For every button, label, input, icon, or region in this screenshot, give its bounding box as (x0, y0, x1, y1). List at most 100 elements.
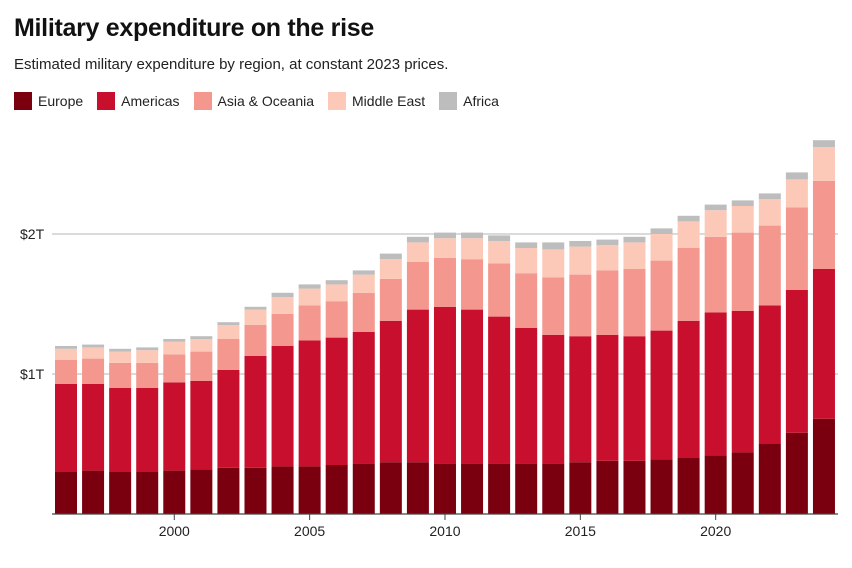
legend-label-asia-oceania: Asia & Oceania (217, 93, 315, 109)
bar-segment-middle-east-2024 (812, 147, 835, 181)
bar-segment-europe-2002 (217, 467, 240, 514)
bar-segment-americas-1998 (109, 388, 132, 472)
bar-segment-europe-2004 (271, 466, 294, 514)
chart-subtitle: Estimated military expenditure by region… (14, 56, 449, 73)
bar-segment-americas-2008 (379, 320, 402, 463)
bar-segment-asia-oceania-2015 (569, 274, 592, 337)
bar-segment-africa-2016 (596, 239, 619, 246)
bar-segment-europe-2006 (325, 465, 348, 514)
bar-segment-africa-1998 (109, 348, 132, 352)
bar-segment-asia-oceania-2004 (271, 313, 294, 346)
bar-segment-africa-2020 (704, 204, 727, 211)
bar-segment-africa-2005 (298, 284, 321, 289)
bar-segment-asia-oceania-2012 (488, 263, 511, 317)
bar-segment-africa-1997 (82, 344, 105, 348)
bar-segment-africa-2011 (461, 232, 484, 239)
x-tick-label: 2000 (159, 523, 190, 539)
bar-segment-middle-east-2012 (488, 241, 511, 264)
x-tick-label: 2010 (429, 523, 460, 539)
bar-segment-americas-2009 (406, 309, 429, 463)
bar-segment-americas-2016 (596, 334, 619, 461)
bar-segment-europe-2019 (677, 458, 700, 514)
bar-segment-europe-2021 (731, 452, 754, 514)
bar-segment-asia-oceania-2023 (785, 207, 808, 290)
y-tick-label: $1T (20, 366, 45, 382)
bar-segment-europe-2014 (542, 463, 565, 514)
bar-segment-americas-2024 (812, 269, 835, 419)
bar-segment-africa-2013 (515, 242, 538, 248)
bar-segment-asia-oceania-2013 (515, 273, 538, 328)
legend-swatch-africa (439, 92, 458, 110)
bar-segment-americas-1999 (136, 388, 159, 472)
legend-item-africa: Africa (439, 92, 499, 110)
bar-segment-africa-2019 (677, 215, 700, 222)
bar-segment-middle-east-1997 (82, 347, 105, 359)
bar-segment-middle-east-2020 (704, 210, 727, 237)
bar-segment-middle-east-2010 (433, 238, 456, 258)
bar-segment-africa-2023 (785, 172, 808, 180)
bar-segment-middle-east-1996 (55, 348, 77, 360)
bar-segment-africa-2002 (217, 322, 240, 325)
bar-segment-europe-2023 (785, 432, 808, 514)
bar-segment-europe-2010 (433, 463, 456, 514)
bar-segment-africa-1996 (55, 346, 77, 349)
bar-segment-africa-2004 (271, 292, 294, 297)
bar-segment-americas-2021 (731, 311, 754, 453)
bar-segment-asia-oceania-2011 (461, 259, 484, 310)
bar-segment-africa-2001 (190, 336, 213, 339)
bar-segment-americas-2000 (163, 382, 186, 471)
bar-segment-asia-oceania-2019 (677, 248, 700, 321)
bar-segment-asia-oceania-1998 (109, 362, 132, 388)
bar-segment-middle-east-2009 (406, 242, 429, 262)
bar-segment-asia-oceania-2024 (812, 180, 835, 269)
bar-segment-americas-2005 (298, 340, 321, 467)
legend-swatch-europe (14, 92, 32, 110)
bar-segment-europe-2000 (163, 470, 186, 514)
bar-segment-asia-oceania-2022 (758, 225, 781, 306)
bar-segment-europe-2020 (704, 455, 727, 514)
bar-segment-europe-2009 (406, 462, 429, 514)
bar-segment-asia-oceania-2002 (217, 339, 240, 370)
bar-segment-asia-oceania-2014 (542, 277, 565, 335)
bar-segment-europe-2001 (190, 469, 213, 514)
x-tick-label: 2015 (565, 523, 596, 539)
bar-segment-asia-oceania-2009 (406, 262, 429, 310)
bar-segment-europe-1998 (109, 472, 132, 514)
bar-segment-middle-east-2002 (217, 325, 240, 339)
bar-segment-asia-oceania-2005 (298, 305, 321, 341)
bar-segment-africa-2003 (244, 306, 267, 310)
legend-item-americas: Americas (97, 92, 180, 110)
bar-segment-americas-2020 (704, 312, 727, 456)
bar-segment-africa-2014 (542, 242, 565, 250)
bar-segment-africa-2015 (569, 241, 592, 247)
bar-segment-americas-2023 (785, 290, 808, 433)
legend-label-middle-east: Middle East (352, 93, 426, 109)
bar-segment-europe-2018 (650, 459, 673, 514)
bar-segment-asia-oceania-2017 (623, 269, 646, 337)
x-tick-label: 2005 (294, 523, 325, 539)
bar-segment-middle-east-2016 (596, 245, 619, 271)
bar-segment-middle-east-1998 (109, 351, 132, 363)
legend: Europe Americas Asia & Oceania Middle Ea… (14, 92, 513, 110)
bar-segment-middle-east-2008 (379, 259, 402, 279)
bar-segment-middle-east-2013 (515, 248, 538, 274)
bar-segment-americas-2002 (217, 369, 240, 468)
bar-segment-europe-2003 (244, 467, 267, 514)
bar-segment-middle-east-2018 (650, 234, 673, 261)
legend-swatch-asia-oceania (193, 92, 212, 110)
bar-segment-europe-2022 (758, 444, 781, 514)
bar-segment-europe-2008 (379, 462, 402, 514)
bar-segment-asia-oceania-2021 (731, 232, 754, 311)
bar-segment-europe-2013 (515, 463, 538, 514)
bar-segment-americas-2004 (271, 346, 294, 467)
bar-segment-americas-2022 (758, 305, 781, 444)
bar-segment-africa-2012 (488, 235, 511, 241)
bar-segment-americas-2019 (677, 320, 700, 458)
legend-label-africa: Africa (463, 93, 499, 109)
bar-segment-africa-1999 (136, 347, 159, 351)
bar-segment-africa-2018 (650, 228, 673, 234)
bar-segment-americas-1997 (82, 383, 105, 471)
legend-item-europe: Europe (14, 92, 83, 110)
bar-segment-middle-east-2000 (163, 341, 186, 355)
